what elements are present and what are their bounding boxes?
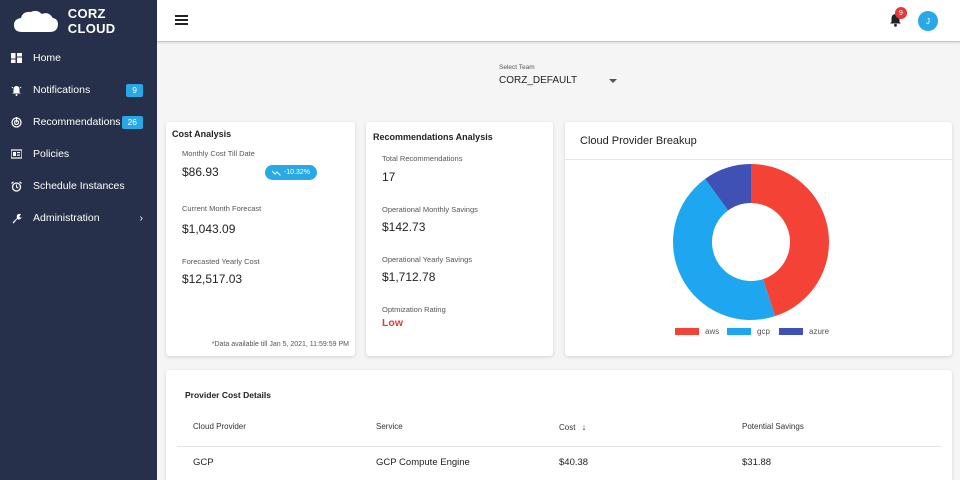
legend-item-azure[interactable]: azure bbox=[779, 327, 829, 336]
column-header-cost-label: Cost bbox=[559, 423, 576, 432]
team-select-label: Select Team bbox=[499, 64, 535, 71]
sidebar-item-notifications[interactable]: Notifications 9 bbox=[0, 74, 157, 106]
total-recommendations-value: 17 bbox=[382, 170, 396, 184]
data-availability-note: *Data available till Jan 5, 2021, 11:59:… bbox=[211, 341, 349, 348]
dashboard-icon bbox=[10, 52, 22, 64]
trending-down-icon bbox=[271, 170, 281, 176]
sidebar-item-label: Administration bbox=[33, 212, 100, 224]
policies-icon bbox=[10, 148, 22, 160]
legend-swatch-gcp bbox=[727, 328, 751, 335]
donut-chart bbox=[673, 164, 829, 320]
recommendations-analysis-card: Recommendations Analysis Total Recommend… bbox=[366, 122, 553, 356]
sidebar-item-administration[interactable]: Administration › bbox=[0, 202, 157, 234]
monthly-savings-value: $142.73 bbox=[382, 220, 426, 234]
sidebar-item-label: Home bbox=[33, 52, 62, 64]
sidebar-item-schedule-instances[interactable]: Schedule Instances bbox=[0, 170, 157, 202]
cost-trend-value: -10.32% bbox=[283, 169, 311, 176]
legend-swatch-azure bbox=[779, 328, 803, 335]
hamburger-line bbox=[175, 23, 188, 25]
provider-cost-details-card: Provider Cost Details bbox=[166, 370, 952, 480]
donut-slice-azure[interactable] bbox=[705, 164, 751, 211]
yearly-cost-label: Forecasted Yearly Cost bbox=[182, 257, 260, 266]
hamburger-line bbox=[175, 15, 188, 17]
optimization-rating-value: Low bbox=[382, 317, 403, 329]
legend-item-aws[interactable]: aws bbox=[675, 327, 719, 336]
sidebar-item-label: Policies bbox=[33, 148, 70, 160]
yearly-savings-label: Operational Yearly Savings bbox=[382, 255, 473, 264]
legend-swatch-aws bbox=[675, 328, 699, 335]
provider-cost-details-title: Provider Cost Details bbox=[185, 390, 271, 400]
team-select[interactable]: Select Team CORZ_DEFAULT bbox=[499, 64, 619, 86]
column-header-potential-savings[interactable]: Potential Savings bbox=[742, 422, 804, 431]
legend-item-gcp[interactable]: gcp bbox=[727, 327, 770, 336]
alarm-clock-icon bbox=[10, 180, 22, 192]
menu-toggle-button[interactable] bbox=[175, 15, 188, 25]
notifications-count-badge: 9 bbox=[126, 83, 143, 97]
monthly-cost-value: $86.93 bbox=[182, 165, 219, 179]
cloud-provider-breakup-card: Cloud Provider Breakup bbox=[565, 122, 952, 356]
team-select-value: CORZ_DEFAULT bbox=[499, 75, 578, 86]
forecast-value: $1,043.09 bbox=[182, 222, 236, 236]
sidebar-nav: Home Notifications 9 Recommendations 26 … bbox=[0, 42, 157, 234]
brand-logo[interactable]: CORZ CLOUD bbox=[0, 0, 157, 42]
table-cell-provider: GCP bbox=[193, 457, 214, 468]
brand-name: CORZ CLOUD bbox=[67, 6, 116, 36]
legend-label-aws: aws bbox=[705, 327, 720, 336]
cloud-logo-icon bbox=[13, 10, 58, 32]
optimization-rating-label: Optmization Rating bbox=[382, 305, 446, 314]
column-header-cloud-provider[interactable]: Cloud Provider bbox=[193, 422, 246, 431]
forecast-label: Current Month Forecast bbox=[182, 204, 262, 213]
user-avatar[interactable]: J bbox=[918, 11, 938, 31]
recommendations-analysis-title: Recommendations Analysis bbox=[373, 132, 493, 142]
sidebar-item-policies[interactable]: Policies bbox=[0, 138, 157, 170]
legend-label-azure: azure bbox=[809, 327, 830, 336]
table-cell-potential-savings: $31.88 bbox=[742, 457, 772, 468]
table-divider bbox=[177, 446, 941, 447]
sidebar-item-recommendations[interactable]: Recommendations 26 bbox=[0, 106, 157, 138]
recommendations-count-badge: 26 bbox=[121, 115, 143, 129]
cost-analysis-title: Cost Analysis bbox=[172, 129, 232, 139]
sidebar-item-label: Schedule Instances bbox=[33, 180, 125, 192]
cost-analysis-card: Cost Analysis Monthly Cost Till Date $86… bbox=[166, 122, 355, 356]
sort-arrow-down-icon: ↓ bbox=[581, 422, 587, 432]
donut-slice-aws[interactable] bbox=[751, 164, 829, 317]
wrench-icon bbox=[10, 212, 22, 224]
caret-down-icon bbox=[609, 79, 617, 83]
sidebar-item-home[interactable]: Home bbox=[0, 42, 157, 74]
sidebar-item-label: Notifications bbox=[33, 84, 91, 96]
column-header-service[interactable]: Service bbox=[376, 422, 403, 431]
notification-count-badge: 9 bbox=[895, 7, 907, 19]
column-header-cost[interactable]: Cost ↓ bbox=[559, 422, 586, 432]
monthly-savings-label: Operational Monthly Savings bbox=[382, 205, 478, 214]
recommendations-icon bbox=[10, 116, 22, 128]
top-app-bar: 9 J bbox=[157, 0, 960, 42]
yearly-cost-value: $12,517.03 bbox=[182, 272, 243, 286]
sidebar: CORZ CLOUD Home Notifications 9 Recommen… bbox=[0, 0, 157, 480]
total-recommendations-label: Total Recommendations bbox=[382, 154, 463, 163]
legend-label-gcp: gcp bbox=[757, 327, 770, 336]
table-cell-cost: $40.38 bbox=[559, 457, 589, 468]
cost-trend-badge: -10.32% bbox=[265, 165, 317, 180]
cloud-breakup-title: Cloud Provider Breakup bbox=[565, 122, 952, 160]
bell-icon bbox=[10, 84, 22, 96]
chevron-right-icon: › bbox=[139, 212, 143, 224]
sidebar-item-label: Recommendations bbox=[33, 116, 121, 128]
monthly-cost-label: Monthly Cost Till Date bbox=[182, 149, 255, 158]
donut-slice-gcp[interactable] bbox=[673, 178, 776, 320]
yearly-savings-value: $1,712.78 bbox=[382, 270, 436, 284]
table-cell-service: GCP Compute Engine bbox=[376, 457, 470, 468]
hamburger-line bbox=[175, 19, 188, 21]
